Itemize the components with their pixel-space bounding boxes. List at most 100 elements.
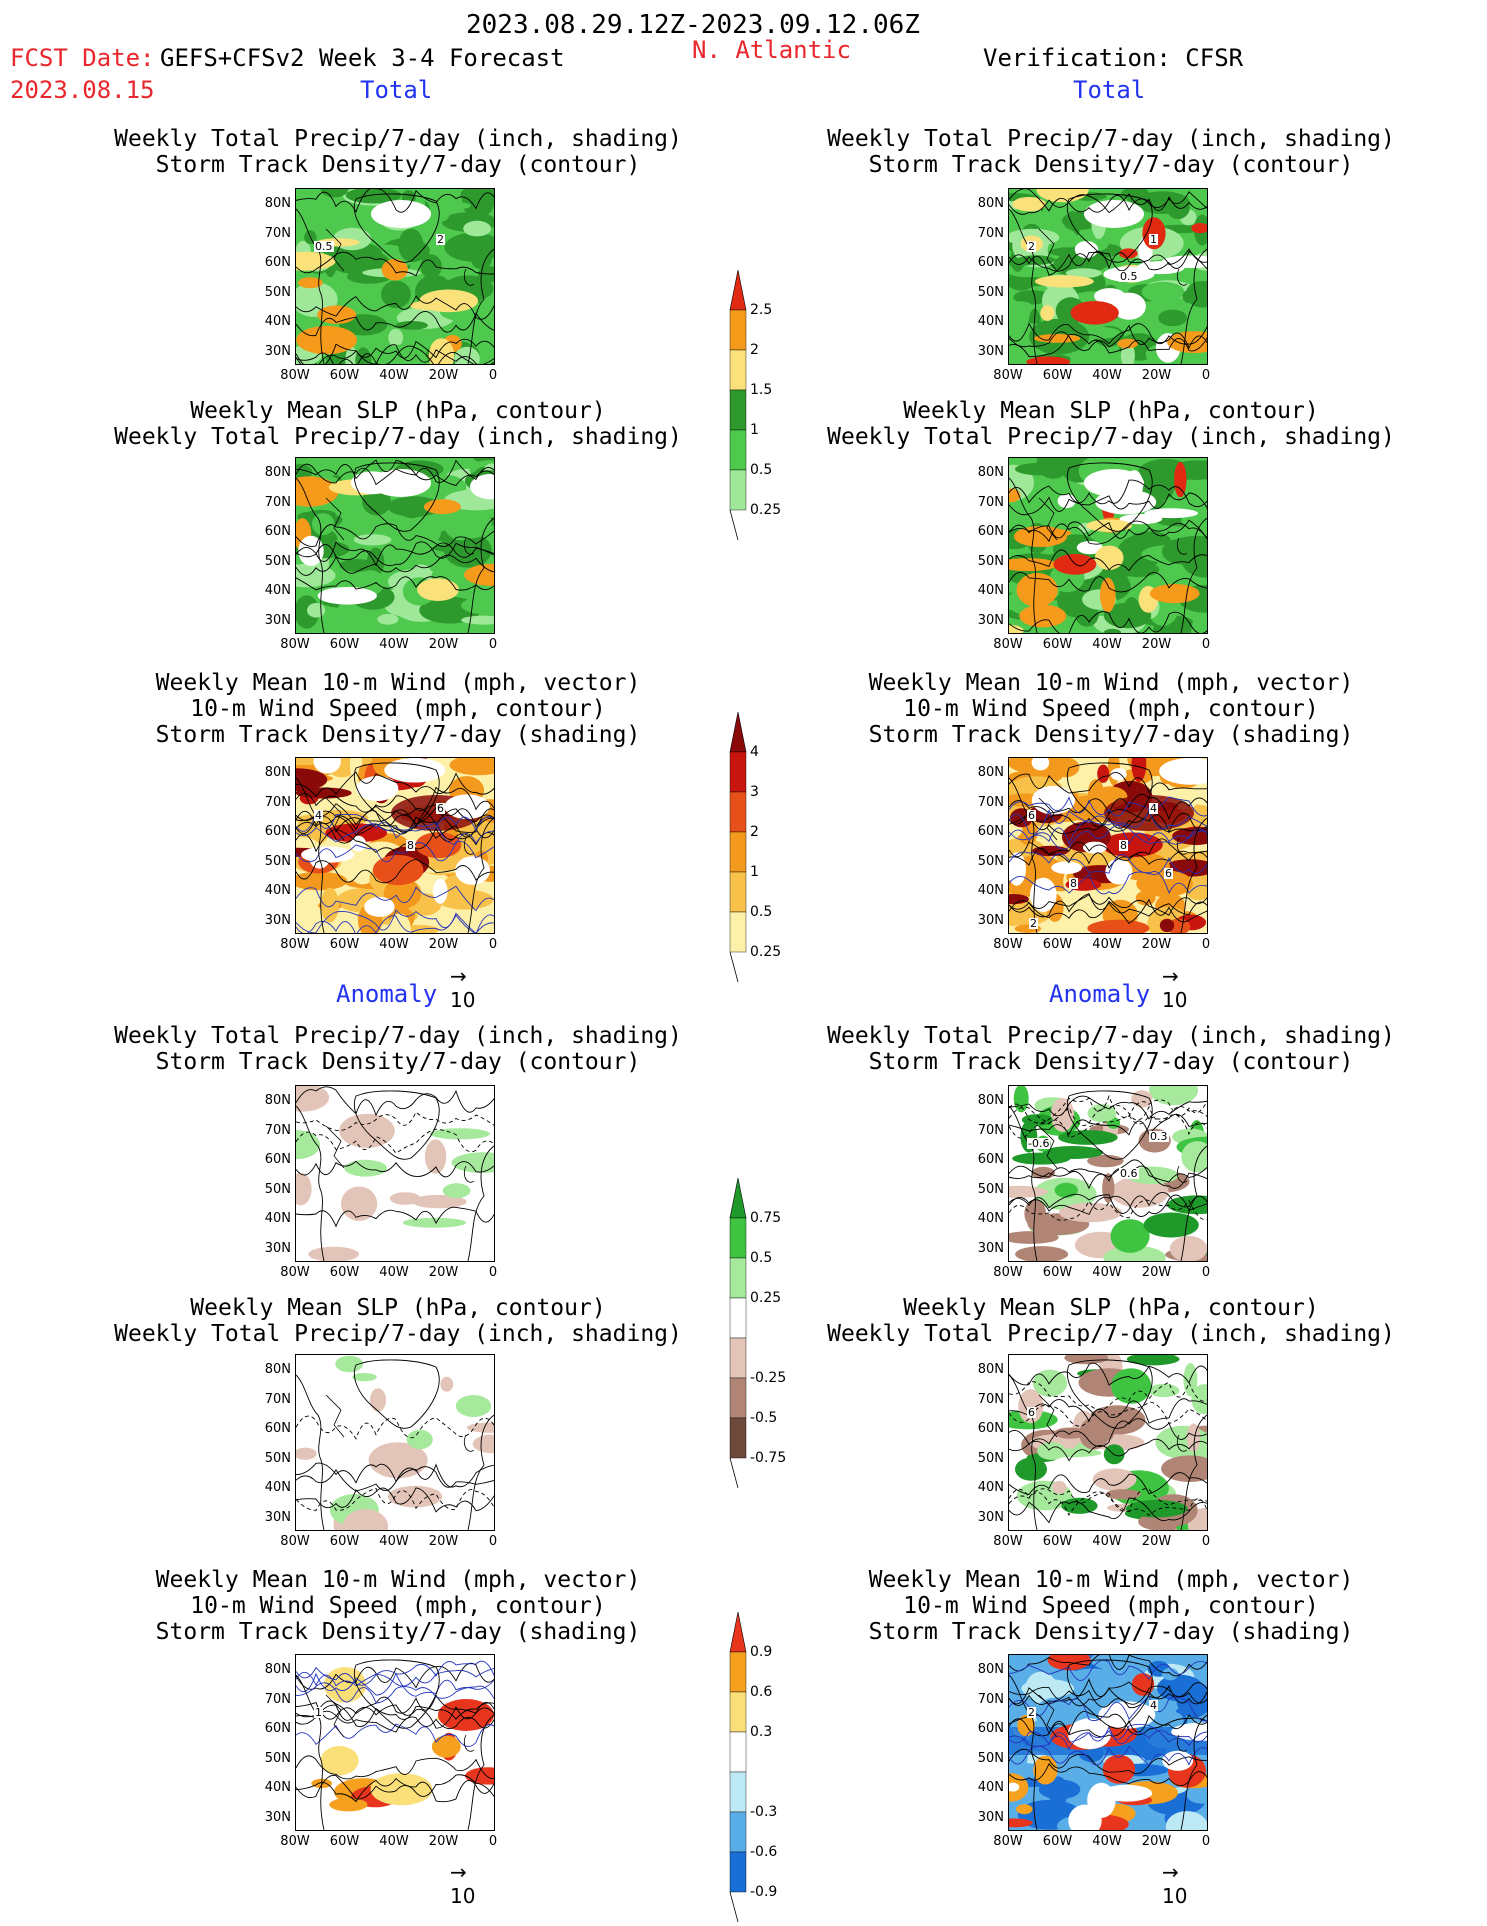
panel-title-right-1-line2: Storm Track Density/7-day (contour) <box>868 152 1354 178</box>
contour-label: 2 <box>1027 240 1036 253</box>
panel-title-right-3-line2: 10-m Wind Speed (mph, contour) <box>903 696 1319 722</box>
x-tick-label: 0 <box>488 637 498 652</box>
colorbar-label: 0.9 <box>750 1644 773 1660</box>
x-tick-label: 0 <box>488 1534 498 1549</box>
x-tick-label: 20W <box>428 637 459 652</box>
y-tick-label: 80N <box>977 1093 1004 1108</box>
x-tick-label: 60W <box>329 1834 360 1849</box>
y-tick-label: 30N <box>977 912 1004 928</box>
panel-title-left-1-line2: Storm Track Density/7-day (contour) <box>155 152 641 178</box>
contour-label: 4 <box>314 809 323 822</box>
y-tick-label: 70N <box>977 494 1004 510</box>
map-panel-left-3: 4 6 8 <box>295 757 495 934</box>
contour-label: 4 <box>1149 802 1158 815</box>
x-tick-label: 60W <box>329 637 360 652</box>
map-panel-left-5 <box>295 1354 495 1531</box>
contour-label: 6 <box>436 802 445 815</box>
panel-title-left-1-line1: Weekly Total Precip/7-day (inch, shading… <box>114 126 682 152</box>
y-tick-label: 80N <box>264 765 291 780</box>
map-panel-right-5: 6 <box>1008 1354 1208 1531</box>
y-tick-label: 70N <box>264 225 291 241</box>
x-tick-label: 60W <box>329 1534 360 1549</box>
x-tick-label: 20W <box>428 1534 459 1549</box>
colorbar-label: -0.25 <box>750 1370 787 1386</box>
y-tick-label: 70N <box>977 794 1004 810</box>
x-tick-label: 40W <box>1092 937 1122 952</box>
contour-label: 8 <box>1069 877 1078 890</box>
colorbar-label: 4 <box>750 744 759 760</box>
x-tick-label: 80W <box>993 637 1023 652</box>
y-tick-label: 70N <box>264 1122 291 1138</box>
panel-title-right-2-line1: Weekly Mean SLP (hPa, contour) <box>903 398 1319 424</box>
y-tick-label: 40N <box>264 1480 291 1495</box>
y-tick-label: 50N <box>264 553 291 569</box>
colorbar-label: 0.25 <box>750 944 782 960</box>
map-panel-left-4 <box>295 1085 495 1262</box>
y-tick-label: 80N <box>264 1362 291 1377</box>
panel-title-right-4-line2: Storm Track Density/7-day (contour) <box>868 1049 1354 1075</box>
y-tick-label: 60N <box>977 255 1004 270</box>
x-tick-label: 80W <box>993 937 1023 952</box>
x-tick-label: 60W <box>329 1265 360 1280</box>
region-label: N. Atlantic <box>692 36 851 64</box>
colorbar-label: -0.9 <box>750 1884 778 1900</box>
y-tick-label: 60N <box>977 1721 1004 1736</box>
vector-ref-right-total: → 10 <box>1162 964 1188 1012</box>
x-tick-label: 0 <box>488 937 498 952</box>
y-tick-label: 60N <box>264 1421 291 1436</box>
y-tick-label: 70N <box>977 1122 1004 1138</box>
map-panel-left-1: 0.5 2 <box>295 188 495 365</box>
x-tick-label: 20W <box>1141 937 1172 952</box>
panel-title-left-3-line1: Weekly Mean 10-m Wind (mph, vector) <box>155 670 641 696</box>
contour-label: 2 <box>436 233 445 246</box>
y-tick-label: 70N <box>264 1391 291 1407</box>
colorbar-label: 0.75 <box>750 1210 782 1226</box>
y-tick-label: 40N <box>977 583 1004 598</box>
vector-ref-left-total: → 10 <box>450 964 476 1012</box>
y-tick-label: 60N <box>264 1721 291 1736</box>
y-tick-label: 80N <box>977 465 1004 480</box>
contour-label: 4 <box>1149 1699 1158 1712</box>
section-total-right: Total <box>1073 76 1146 104</box>
x-tick-label: 40W <box>379 1534 409 1549</box>
y-tick-label: 50N <box>264 853 291 869</box>
y-tick-label: 70N <box>977 225 1004 241</box>
section-anomaly-left: Anomaly <box>336 980 438 1008</box>
x-tick-label: 60W <box>1042 1834 1073 1849</box>
colorbar-label: -0.5 <box>750 1410 778 1426</box>
panel-title-left-2-line2: Weekly Total Precip/7-day (inch, shading… <box>114 424 682 450</box>
x-tick-label: 20W <box>1141 1265 1172 1280</box>
x-tick-label: 20W <box>428 937 459 952</box>
y-tick-label: 80N <box>264 1662 291 1677</box>
x-tick-label: 80W <box>280 1265 310 1280</box>
panel-title-right-5-line2: Weekly Total Precip/7-day (inch, shading… <box>827 1321 1395 1347</box>
x-tick-label: 80W <box>280 637 310 652</box>
map-panel-right-3: 6 4 8 8 6 2 <box>1008 757 1208 934</box>
x-tick-label: 20W <box>428 368 459 383</box>
contour-label: 2 <box>1029 917 1038 930</box>
panel-title-left-2-line1: Weekly Mean SLP (hPa, contour) <box>190 398 606 424</box>
panel-title-right-6-line2: 10-m Wind Speed (mph, contour) <box>903 1593 1319 1619</box>
y-tick-label: 80N <box>977 196 1004 211</box>
y-tick-label: 30N <box>264 1809 291 1825</box>
x-tick-label: 0 <box>1201 368 1211 383</box>
y-tick-label: 40N <box>264 314 291 329</box>
colorbar-track-anomaly <box>728 1611 747 1926</box>
x-tick-label: 40W <box>1092 637 1122 652</box>
y-tick-label: 50N <box>977 853 1004 869</box>
panel-title-left-6-line1: Weekly Mean 10-m Wind (mph, vector) <box>155 1567 641 1593</box>
contour-label: 0.6 <box>1119 1167 1139 1180</box>
colorbar-label: 0.5 <box>750 1250 773 1266</box>
y-tick-label: 30N <box>977 1509 1004 1525</box>
y-tick-label: 40N <box>977 1780 1004 1795</box>
contour-label: 6 <box>1027 1406 1036 1419</box>
panel-title-left-3-line3: Storm Track Density/7-day (shading) <box>155 722 641 748</box>
y-tick-label: 60N <box>264 1152 291 1167</box>
y-tick-label: 50N <box>977 1750 1004 1766</box>
y-tick-label: 50N <box>977 1181 1004 1197</box>
x-tick-label: 40W <box>379 937 409 952</box>
date-range-title: 2023.08.29.12Z-2023.09.12.06Z <box>466 10 920 40</box>
x-tick-label: 60W <box>1042 937 1073 952</box>
colorbar-label: 0.6 <box>750 1684 773 1700</box>
